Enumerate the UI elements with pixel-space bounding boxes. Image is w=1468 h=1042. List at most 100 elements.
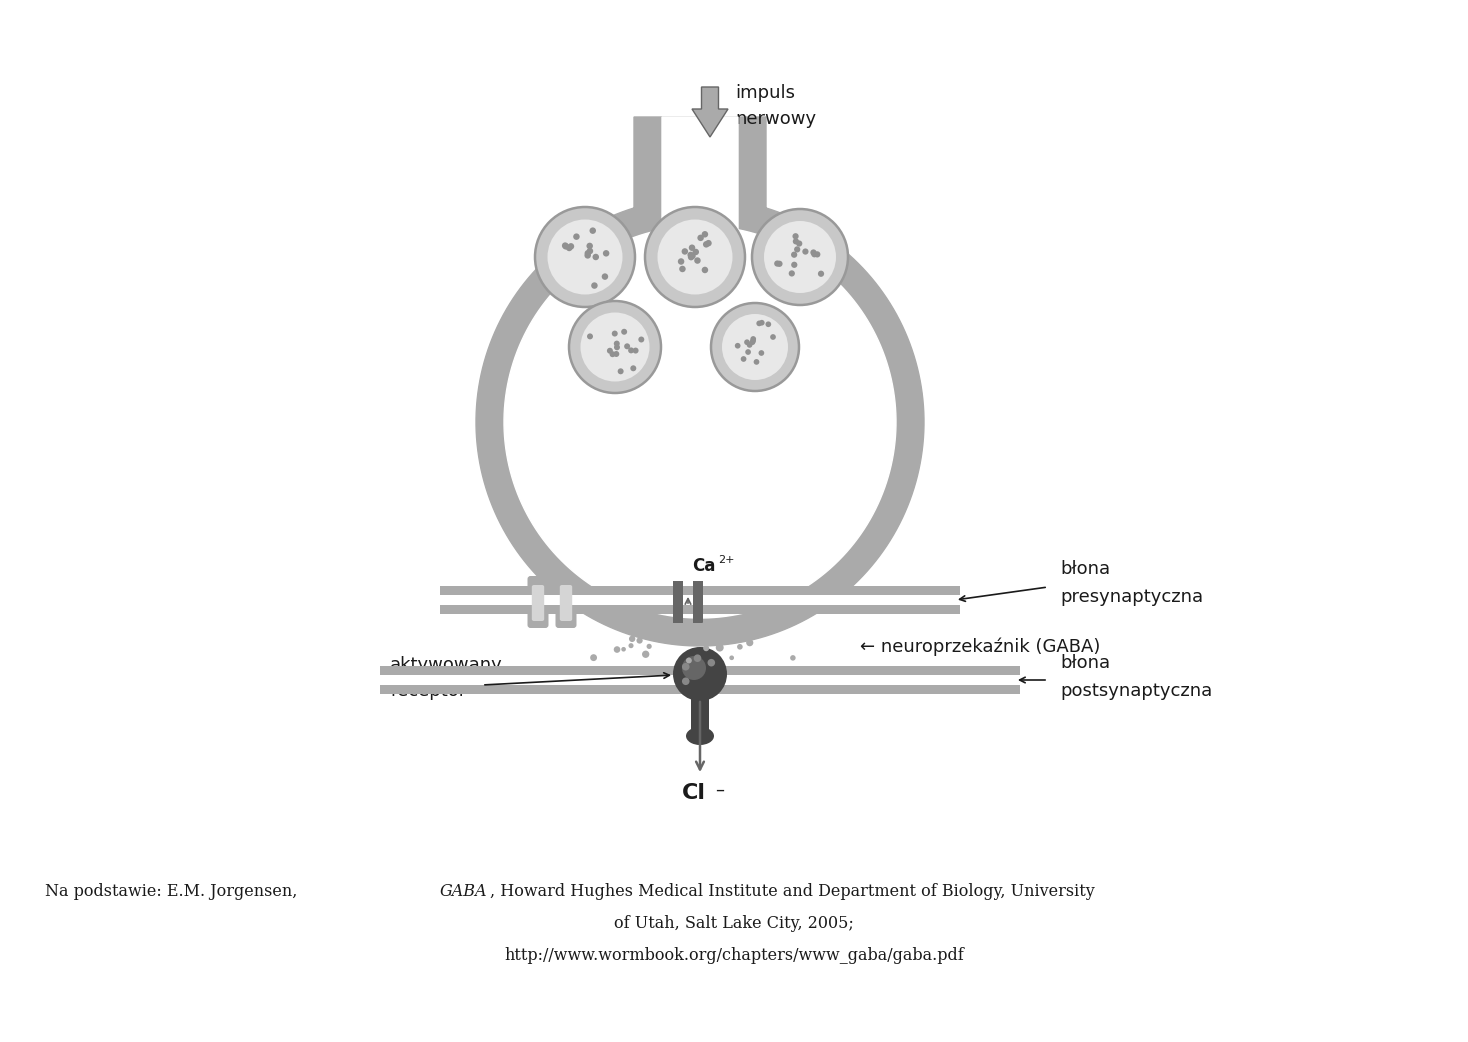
Circle shape	[763, 221, 835, 293]
Circle shape	[590, 654, 597, 661]
Circle shape	[747, 342, 753, 348]
Circle shape	[711, 303, 799, 391]
Ellipse shape	[686, 727, 713, 745]
Circle shape	[688, 245, 696, 251]
Circle shape	[614, 341, 619, 347]
Circle shape	[621, 647, 625, 651]
Circle shape	[567, 245, 573, 251]
Circle shape	[614, 646, 621, 653]
Circle shape	[725, 630, 731, 637]
Polygon shape	[476, 117, 923, 646]
Circle shape	[612, 330, 618, 337]
Text: Na podstawie: E.M. Jorgensen,: Na podstawie: E.M. Jorgensen,	[46, 883, 302, 900]
Circle shape	[580, 313, 649, 381]
Circle shape	[752, 209, 849, 305]
Circle shape	[570, 301, 661, 393]
Circle shape	[587, 248, 593, 254]
Text: błona: błona	[1060, 654, 1110, 672]
Circle shape	[803, 248, 809, 254]
Text: impuls: impuls	[735, 84, 796, 102]
Circle shape	[584, 250, 592, 256]
Circle shape	[637, 638, 643, 644]
Circle shape	[735, 343, 740, 349]
Circle shape	[586, 243, 593, 249]
Circle shape	[750, 340, 756, 345]
Bar	[380, 675, 1020, 685]
Circle shape	[642, 650, 649, 658]
Circle shape	[633, 348, 639, 353]
Circle shape	[644, 207, 744, 307]
Text: presynaptyczna: presynaptyczna	[1060, 588, 1204, 606]
Circle shape	[796, 241, 803, 247]
Circle shape	[694, 257, 700, 264]
Circle shape	[791, 251, 797, 257]
FancyBboxPatch shape	[527, 576, 549, 628]
Circle shape	[790, 655, 796, 661]
Circle shape	[759, 350, 765, 356]
Bar	[440, 586, 960, 614]
Circle shape	[791, 262, 797, 268]
Circle shape	[744, 340, 750, 345]
Circle shape	[708, 659, 715, 667]
Circle shape	[687, 252, 694, 258]
Circle shape	[741, 356, 746, 362]
Text: , Howard Hughes Medical Institute and Department of Biology, University: , Howard Hughes Medical Institute and De…	[490, 883, 1095, 900]
Circle shape	[628, 643, 634, 648]
Circle shape	[628, 347, 634, 353]
Text: Cl: Cl	[683, 783, 706, 803]
Circle shape	[765, 321, 771, 327]
Circle shape	[593, 254, 599, 260]
FancyBboxPatch shape	[559, 585, 573, 621]
Circle shape	[702, 267, 708, 273]
Circle shape	[678, 258, 684, 265]
Circle shape	[592, 282, 597, 289]
Circle shape	[672, 647, 727, 701]
Circle shape	[716, 644, 724, 651]
Circle shape	[793, 233, 799, 240]
Circle shape	[584, 252, 592, 258]
Circle shape	[777, 260, 782, 267]
Circle shape	[753, 359, 759, 365]
Circle shape	[618, 368, 624, 374]
Bar	[672, 581, 683, 623]
Text: http://www.wormbook.org/chapters/www_gaba/gaba.pdf: http://www.wormbook.org/chapters/www_gab…	[504, 947, 964, 964]
Bar	[693, 581, 703, 623]
Circle shape	[737, 644, 743, 649]
Circle shape	[639, 337, 644, 343]
Circle shape	[603, 250, 609, 256]
Text: 2+: 2+	[718, 555, 734, 565]
Circle shape	[646, 644, 652, 649]
Circle shape	[683, 663, 690, 671]
Circle shape	[759, 320, 765, 325]
Circle shape	[771, 334, 777, 340]
FancyBboxPatch shape	[531, 585, 545, 621]
Circle shape	[756, 321, 762, 326]
Circle shape	[688, 252, 696, 259]
Circle shape	[694, 654, 702, 662]
Circle shape	[719, 638, 724, 642]
Circle shape	[746, 349, 752, 355]
Circle shape	[621, 329, 627, 334]
Circle shape	[788, 270, 794, 276]
Bar	[691, 675, 709, 740]
Circle shape	[793, 239, 799, 245]
Text: –: –	[715, 782, 725, 799]
Circle shape	[702, 621, 709, 628]
Circle shape	[747, 627, 753, 632]
Circle shape	[590, 227, 596, 233]
Circle shape	[624, 343, 630, 349]
Circle shape	[794, 246, 800, 252]
Circle shape	[688, 254, 694, 260]
Circle shape	[721, 622, 728, 629]
Circle shape	[722, 314, 788, 380]
Polygon shape	[504, 117, 895, 618]
Text: nerwowy: nerwowy	[735, 110, 816, 128]
Text: ← neuroprzekaźnik (GABA): ← neuroprzekaźnik (GABA)	[860, 638, 1101, 656]
FancyBboxPatch shape	[555, 576, 577, 628]
Circle shape	[548, 220, 622, 295]
Circle shape	[703, 241, 709, 248]
Circle shape	[680, 266, 686, 272]
Circle shape	[609, 351, 615, 357]
Bar	[380, 666, 1020, 694]
Circle shape	[697, 234, 703, 241]
